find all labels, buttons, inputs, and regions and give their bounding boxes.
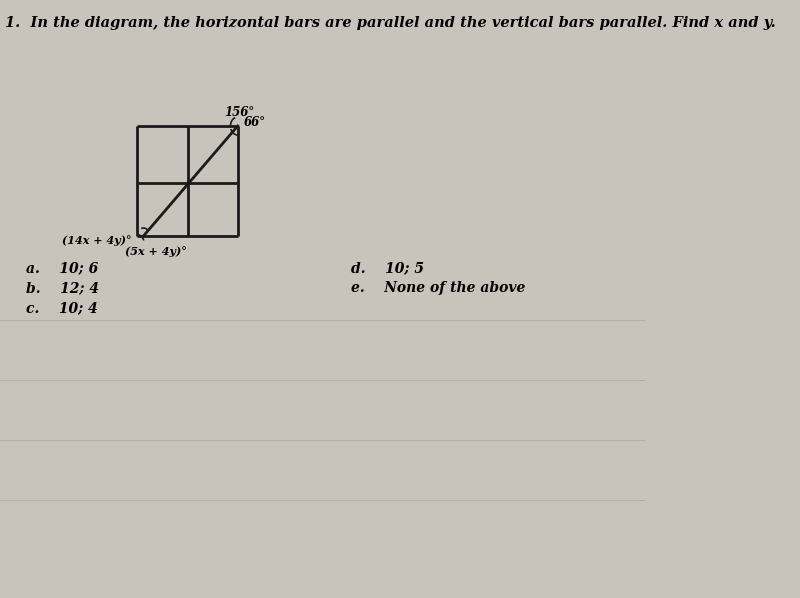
Text: 66°: 66° xyxy=(243,117,266,130)
Text: 1.  In the diagram, the horizontal bars are parallel and the vertical bars paral: 1. In the diagram, the horizontal bars a… xyxy=(5,16,775,30)
Text: e.    None of the above: e. None of the above xyxy=(350,281,525,295)
Text: d.    10; 5: d. 10; 5 xyxy=(350,261,423,275)
Text: c.    10; 4: c. 10; 4 xyxy=(26,301,98,315)
Text: (14x + 4y)°: (14x + 4y)° xyxy=(62,235,131,246)
Text: (5x + 4y)°: (5x + 4y)° xyxy=(125,246,186,257)
Text: 156°: 156° xyxy=(224,106,254,119)
Text: b.    12; 4: b. 12; 4 xyxy=(26,281,98,295)
Text: a.    10; 6: a. 10; 6 xyxy=(26,261,98,275)
